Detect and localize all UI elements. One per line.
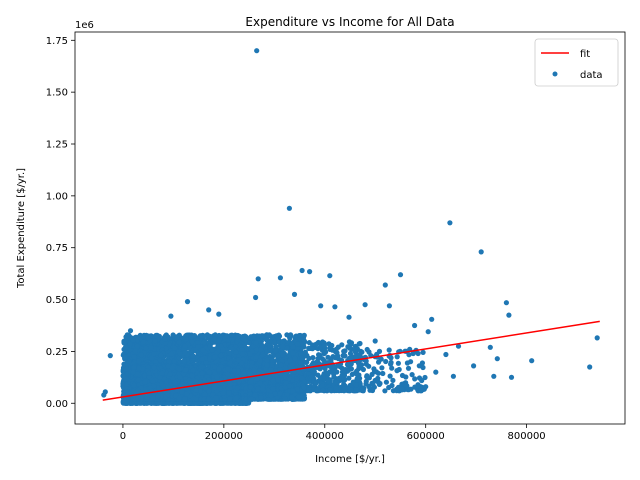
data-series [101,48,600,406]
data-point [136,334,142,340]
data-point [228,332,234,338]
data-point [122,400,128,406]
data-point [200,347,206,353]
data-point [121,340,127,346]
data-point [242,400,248,406]
plot-area [74,31,626,425]
data-point [238,400,244,406]
data-point [195,344,201,350]
axes-frame [74,31,626,425]
data-point [220,347,226,353]
data-point [226,350,232,356]
data-point [145,334,151,341]
data-point [123,366,129,372]
data-point [127,347,133,353]
data-point [122,354,128,360]
data-point [218,352,224,359]
data-point [216,338,222,344]
data-point [190,353,196,359]
data-point [134,343,140,349]
data-point [182,350,188,356]
data-point [195,340,201,346]
data-point [201,339,207,345]
data-point [212,354,218,360]
data-point [151,351,157,357]
data-point [143,345,149,351]
data-point [235,334,241,340]
data-point [152,338,158,344]
data-point [138,352,144,358]
data-point [182,343,188,349]
data-point [209,347,215,353]
data-point [123,335,130,342]
data-point [189,339,195,345]
data-point [177,351,183,357]
data-point [148,345,154,351]
data-point [162,340,169,346]
data-point [241,371,247,377]
data-point [203,359,209,365]
data-point [191,333,198,339]
data-point [172,359,178,365]
data-point [123,376,129,382]
data-point [212,332,218,338]
data-point [174,334,180,341]
data-point [195,351,202,357]
data-point [126,358,132,364]
data-point [162,336,168,342]
chart-title: Expenditure vs Income for All Data [245,15,454,29]
data-point [233,349,239,355]
data-point [153,359,159,365]
data-point [197,333,203,339]
data-point [199,356,205,362]
data-point [235,357,242,363]
data-point [172,345,178,351]
data-point [176,355,182,361]
data-point [136,358,142,364]
data-point [158,352,164,358]
data-point [149,355,155,361]
data-point [224,333,230,339]
data-point [181,357,187,364]
data-point [239,351,246,357]
data-point [211,336,217,342]
data-point [241,336,247,342]
data-point [227,360,233,366]
data-point [239,347,245,353]
data-point [207,343,213,350]
data-point [180,335,186,341]
data-point [168,351,174,357]
data-point [206,333,213,339]
data-point [206,356,212,362]
data-point [130,337,136,343]
data-point [166,358,172,365]
data-point [132,348,138,354]
data-point [153,333,160,339]
data-point [131,354,137,360]
data-point [127,341,133,347]
data-point [140,339,147,345]
